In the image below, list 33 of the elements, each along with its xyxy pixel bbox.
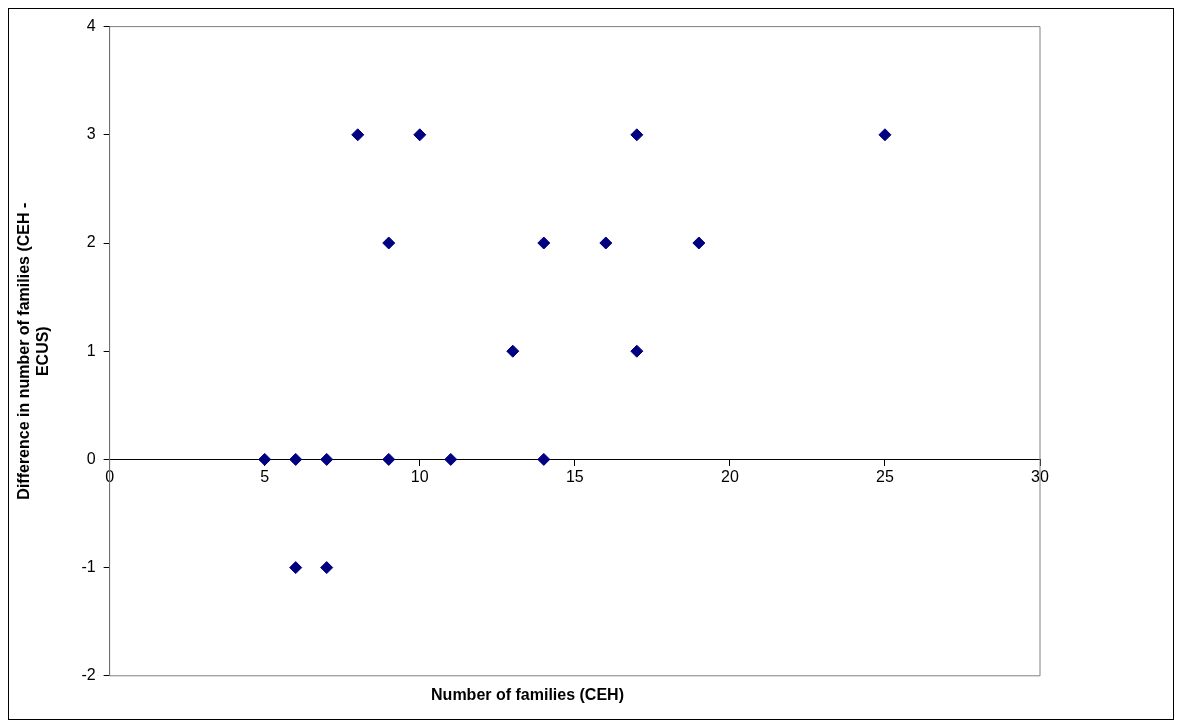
point: [289, 561, 303, 575]
y-tick-label: 1: [86, 341, 96, 359]
point: [878, 128, 892, 142]
y-tick-label: 3: [86, 125, 96, 143]
point: [630, 128, 644, 142]
x-tick-label: 20: [720, 468, 739, 486]
point: [506, 344, 520, 358]
x-tick-label: 5: [260, 468, 270, 486]
x-axis-title: Number of families (CEH): [431, 685, 624, 703]
point: [630, 344, 644, 358]
point: [413, 128, 427, 142]
x-tick-label: 10: [410, 468, 429, 486]
y-tick-label: 2: [86, 233, 96, 251]
point: [537, 452, 551, 466]
x-tick-label: 30: [1031, 468, 1049, 486]
point: [320, 452, 334, 466]
x-tick-label: 25: [876, 468, 894, 486]
y-tick-label: -1: [81, 558, 96, 576]
x-tick-label: 15: [565, 468, 584, 486]
point: [320, 561, 334, 575]
point: [382, 452, 396, 466]
point: [258, 452, 272, 466]
y-tick-label: 4: [86, 17, 96, 35]
y-tick-label: 0: [86, 449, 96, 467]
point: [692, 236, 706, 250]
point: [537, 236, 551, 250]
y-tick-label: -2: [81, 666, 96, 684]
point: [599, 236, 613, 250]
point: [351, 128, 365, 142]
point: [444, 452, 458, 466]
point: [382, 236, 396, 250]
y-axis-title: Difference in number of families (CEH - ECUS): [15, 202, 52, 500]
point: [289, 452, 303, 466]
